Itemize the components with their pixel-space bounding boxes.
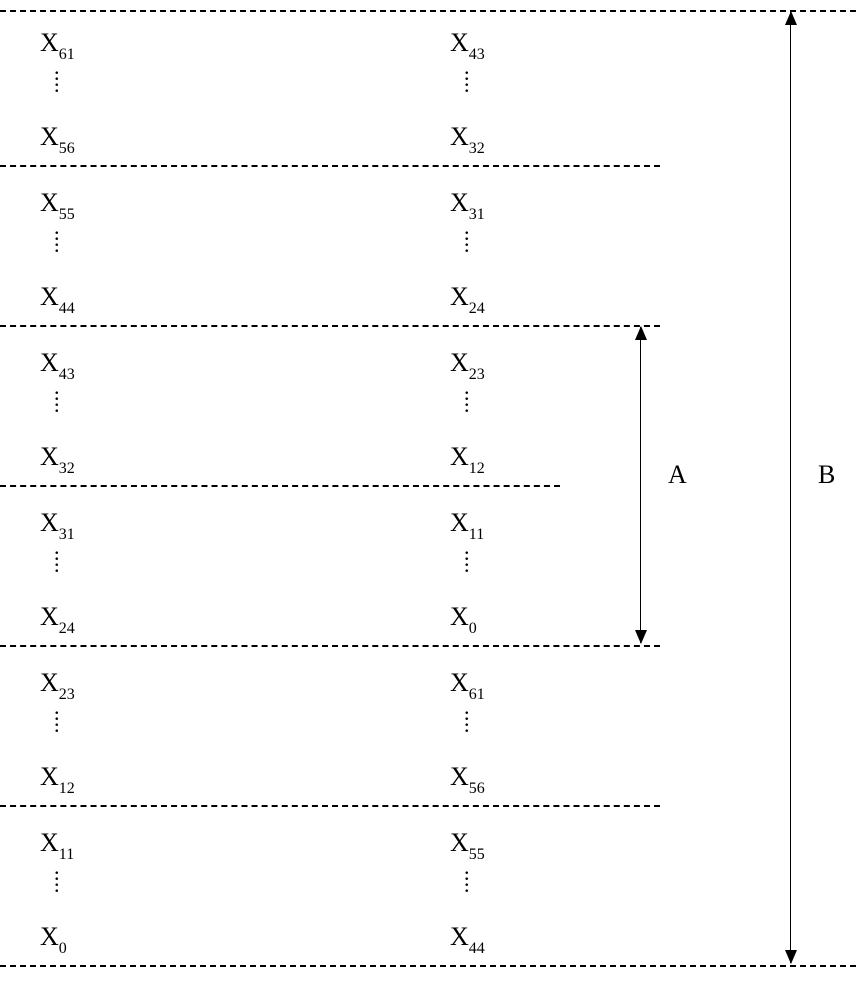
x-label: X24 <box>40 602 75 636</box>
vertical-ellipsis: .... <box>464 64 470 88</box>
x-label: X24 <box>450 282 485 316</box>
dashed-separator <box>0 325 660 327</box>
x-label: X44 <box>40 282 75 316</box>
x-label: X0 <box>40 922 67 956</box>
vertical-ellipsis: .... <box>464 864 470 888</box>
bracket-label-A: A <box>668 460 687 490</box>
x-label: X44 <box>450 922 485 956</box>
diagram-container: X61....X56X43....X32X55....X44X31....X24… <box>0 0 864 1000</box>
x-label: X56 <box>450 762 485 796</box>
vertical-ellipsis: .... <box>54 544 60 568</box>
vertical-ellipsis: .... <box>54 864 60 888</box>
x-label: X12 <box>450 442 485 476</box>
vertical-ellipsis: .... <box>54 64 60 88</box>
vertical-ellipsis: .... <box>54 704 60 728</box>
vertical-ellipsis: .... <box>464 704 470 728</box>
x-label: X32 <box>450 122 485 156</box>
dashed-separator <box>0 485 560 487</box>
arrowhead-down-icon <box>785 950 797 964</box>
bracket-line-A <box>640 327 641 643</box>
arrowhead-up-icon <box>635 326 647 340</box>
x-label: X56 <box>40 122 75 156</box>
arrowhead-up-icon <box>785 11 797 25</box>
dashed-separator <box>0 965 856 967</box>
bracket-line-B <box>790 12 791 963</box>
vertical-ellipsis: .... <box>464 384 470 408</box>
vertical-ellipsis: .... <box>464 544 470 568</box>
x-label: X12 <box>40 762 75 796</box>
arrowhead-down-icon <box>635 630 647 644</box>
x-label: X0 <box>450 602 477 636</box>
x-label: X32 <box>40 442 75 476</box>
vertical-ellipsis: .... <box>54 384 60 408</box>
vertical-ellipsis: .... <box>54 224 60 248</box>
vertical-ellipsis: .... <box>464 224 470 248</box>
dashed-separator <box>0 165 660 167</box>
dashed-separator <box>0 805 660 807</box>
dashed-separator <box>0 645 660 647</box>
dashed-separator <box>0 10 856 12</box>
bracket-label-B: B <box>818 460 835 490</box>
